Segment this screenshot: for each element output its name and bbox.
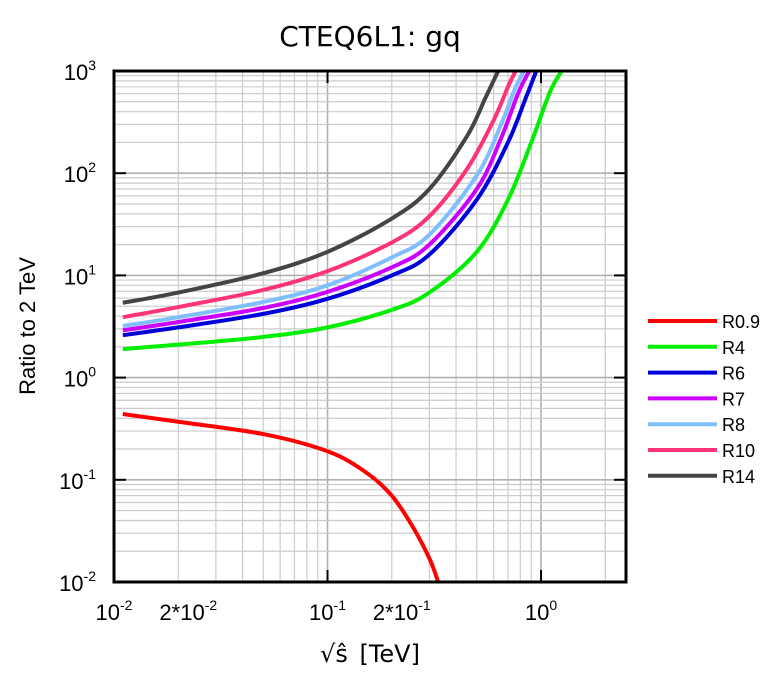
series-line-r8: [122, 71, 526, 328]
y-tick-label: 10-1: [59, 466, 96, 494]
legend-label: R0.9: [722, 312, 760, 332]
legend-label: R8: [722, 415, 745, 435]
series-line-r7: [122, 71, 531, 333]
x-axis-label: √ŝ [TeV]: [320, 640, 420, 668]
y-tick-label: 10-2: [59, 568, 96, 596]
x-tick-label: 10-2: [96, 597, 133, 625]
legend-label: R6: [722, 364, 745, 384]
y-tick-label: 103: [64, 57, 96, 85]
grid: [113, 70, 626, 583]
series-line-r0-9: [122, 412, 441, 582]
legend-label: R10: [722, 441, 755, 461]
x-tick-label: 2*10-2: [159, 597, 217, 625]
x-tick-label: 10-1: [309, 597, 346, 625]
y-axis-label: Ratio to 2 TeV: [15, 257, 40, 395]
y-tick-label: 101: [64, 261, 96, 289]
series-line-r10: [122, 71, 518, 320]
series-line-r14: [122, 71, 500, 305]
plot-frame: [112, 69, 628, 584]
legend-label: R4: [722, 338, 745, 358]
x-tick-label: 100: [525, 597, 557, 625]
series-lines: [122, 71, 564, 582]
y-tick-label: 102: [64, 159, 96, 187]
x-tick-label: 2*10-1: [373, 597, 431, 625]
y-tick-labels: 10-2 10-1 100 101 102 103: [59, 57, 96, 596]
x-axis-symbol: √ŝ: [320, 640, 348, 668]
legend-label: R14: [722, 467, 755, 487]
legend-label: R7: [722, 389, 745, 409]
series-line-r4: [122, 71, 564, 352]
series-line-r6: [122, 71, 539, 338]
chart-title: CTEQ6L1: gq: [279, 20, 461, 53]
y-tick-label: 100: [64, 364, 96, 392]
x-axis-unit: [TeV]: [359, 640, 420, 668]
legend: R0.9 R4 R6 R7 R8 R10 R14: [648, 312, 760, 487]
x-tick-labels: 10-2 2*10-2 10-1 2*10-1 100: [96, 597, 558, 625]
